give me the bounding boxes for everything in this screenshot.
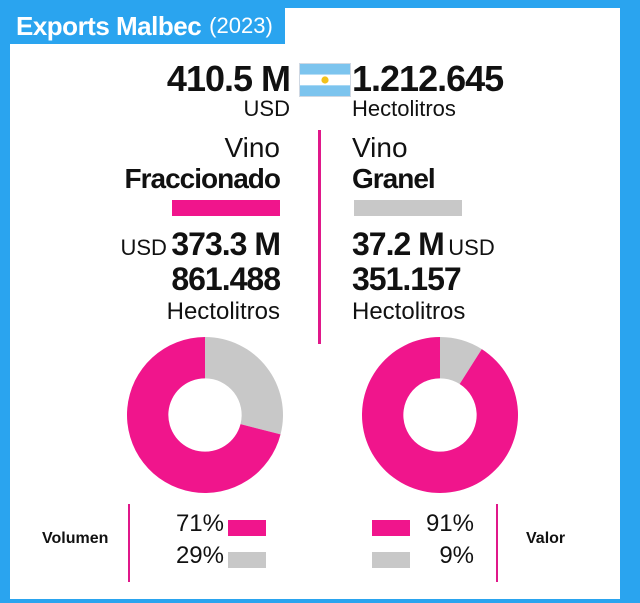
fraccionado-usd-prefix: USD (120, 235, 167, 260)
valor-legend-label: Valor (526, 530, 566, 547)
volumen-other-swatch (228, 552, 266, 568)
title-bar: Exports Malbec (2023) (10, 8, 285, 44)
total-usd-value: 410.5 M (166, 58, 291, 99)
valor-other-swatch (372, 552, 410, 568)
valor-legend-line (496, 504, 498, 582)
granel-label: Granel (352, 163, 436, 194)
granel-hl-value: 351.157 (352, 261, 462, 297)
valor-main-swatch (372, 520, 410, 536)
fraccionado-hl-value: 861.488 (171, 261, 281, 297)
volumen-legend-label: Volumen (42, 530, 109, 547)
center-divider (318, 130, 321, 344)
granel-usd-suffix: USD (448, 235, 495, 260)
fraccionado-color-bar (172, 200, 280, 216)
granel-color-bar (354, 200, 462, 216)
argentina-flag-icon (299, 63, 351, 97)
granel-usd: 37.2 M USD (352, 226, 495, 263)
valor-main-percent: 91% (425, 510, 474, 537)
fraccionado-label: Fraccionado (124, 163, 281, 194)
volumen-other-percent: 29% (175, 542, 224, 569)
granel-usd-value: 37.2 M (352, 226, 445, 262)
valor-other-percent: 9% (439, 542, 474, 569)
slice-fraccionado (126, 337, 281, 493)
fraccionado-label-top: Vino (224, 132, 280, 163)
granel-hl-unit: Hectolitros (352, 298, 466, 325)
total-hl-value: 1.212.645 (352, 58, 504, 99)
volumen-legend-line (128, 504, 130, 582)
valor-donut-chart (362, 337, 518, 493)
fraccionado-usd: USD 373.3 M (120, 226, 281, 263)
fraccionado-usd-value: 373.3 M (171, 226, 281, 262)
total-usd-unit: USD (243, 96, 290, 121)
volumen-main-swatch (228, 520, 266, 536)
total-hl-unit: Hectolitros (352, 96, 456, 121)
volumen-donut-chart (126, 337, 283, 493)
infographic-card: Exports Malbec (2023) 410.5 M USD 1.212.… (10, 8, 620, 599)
fraccionado-hl-unit: Hectolitros (166, 298, 280, 325)
granel-label-top: Vino (352, 132, 408, 163)
volumen-main-percent: 71% (175, 510, 224, 537)
title-year: (2023) (209, 13, 273, 38)
slice-granel (440, 337, 482, 385)
slice-granel (205, 337, 283, 435)
slice-fraccionado (362, 337, 518, 493)
page-title: Exports Malbec (16, 10, 202, 41)
